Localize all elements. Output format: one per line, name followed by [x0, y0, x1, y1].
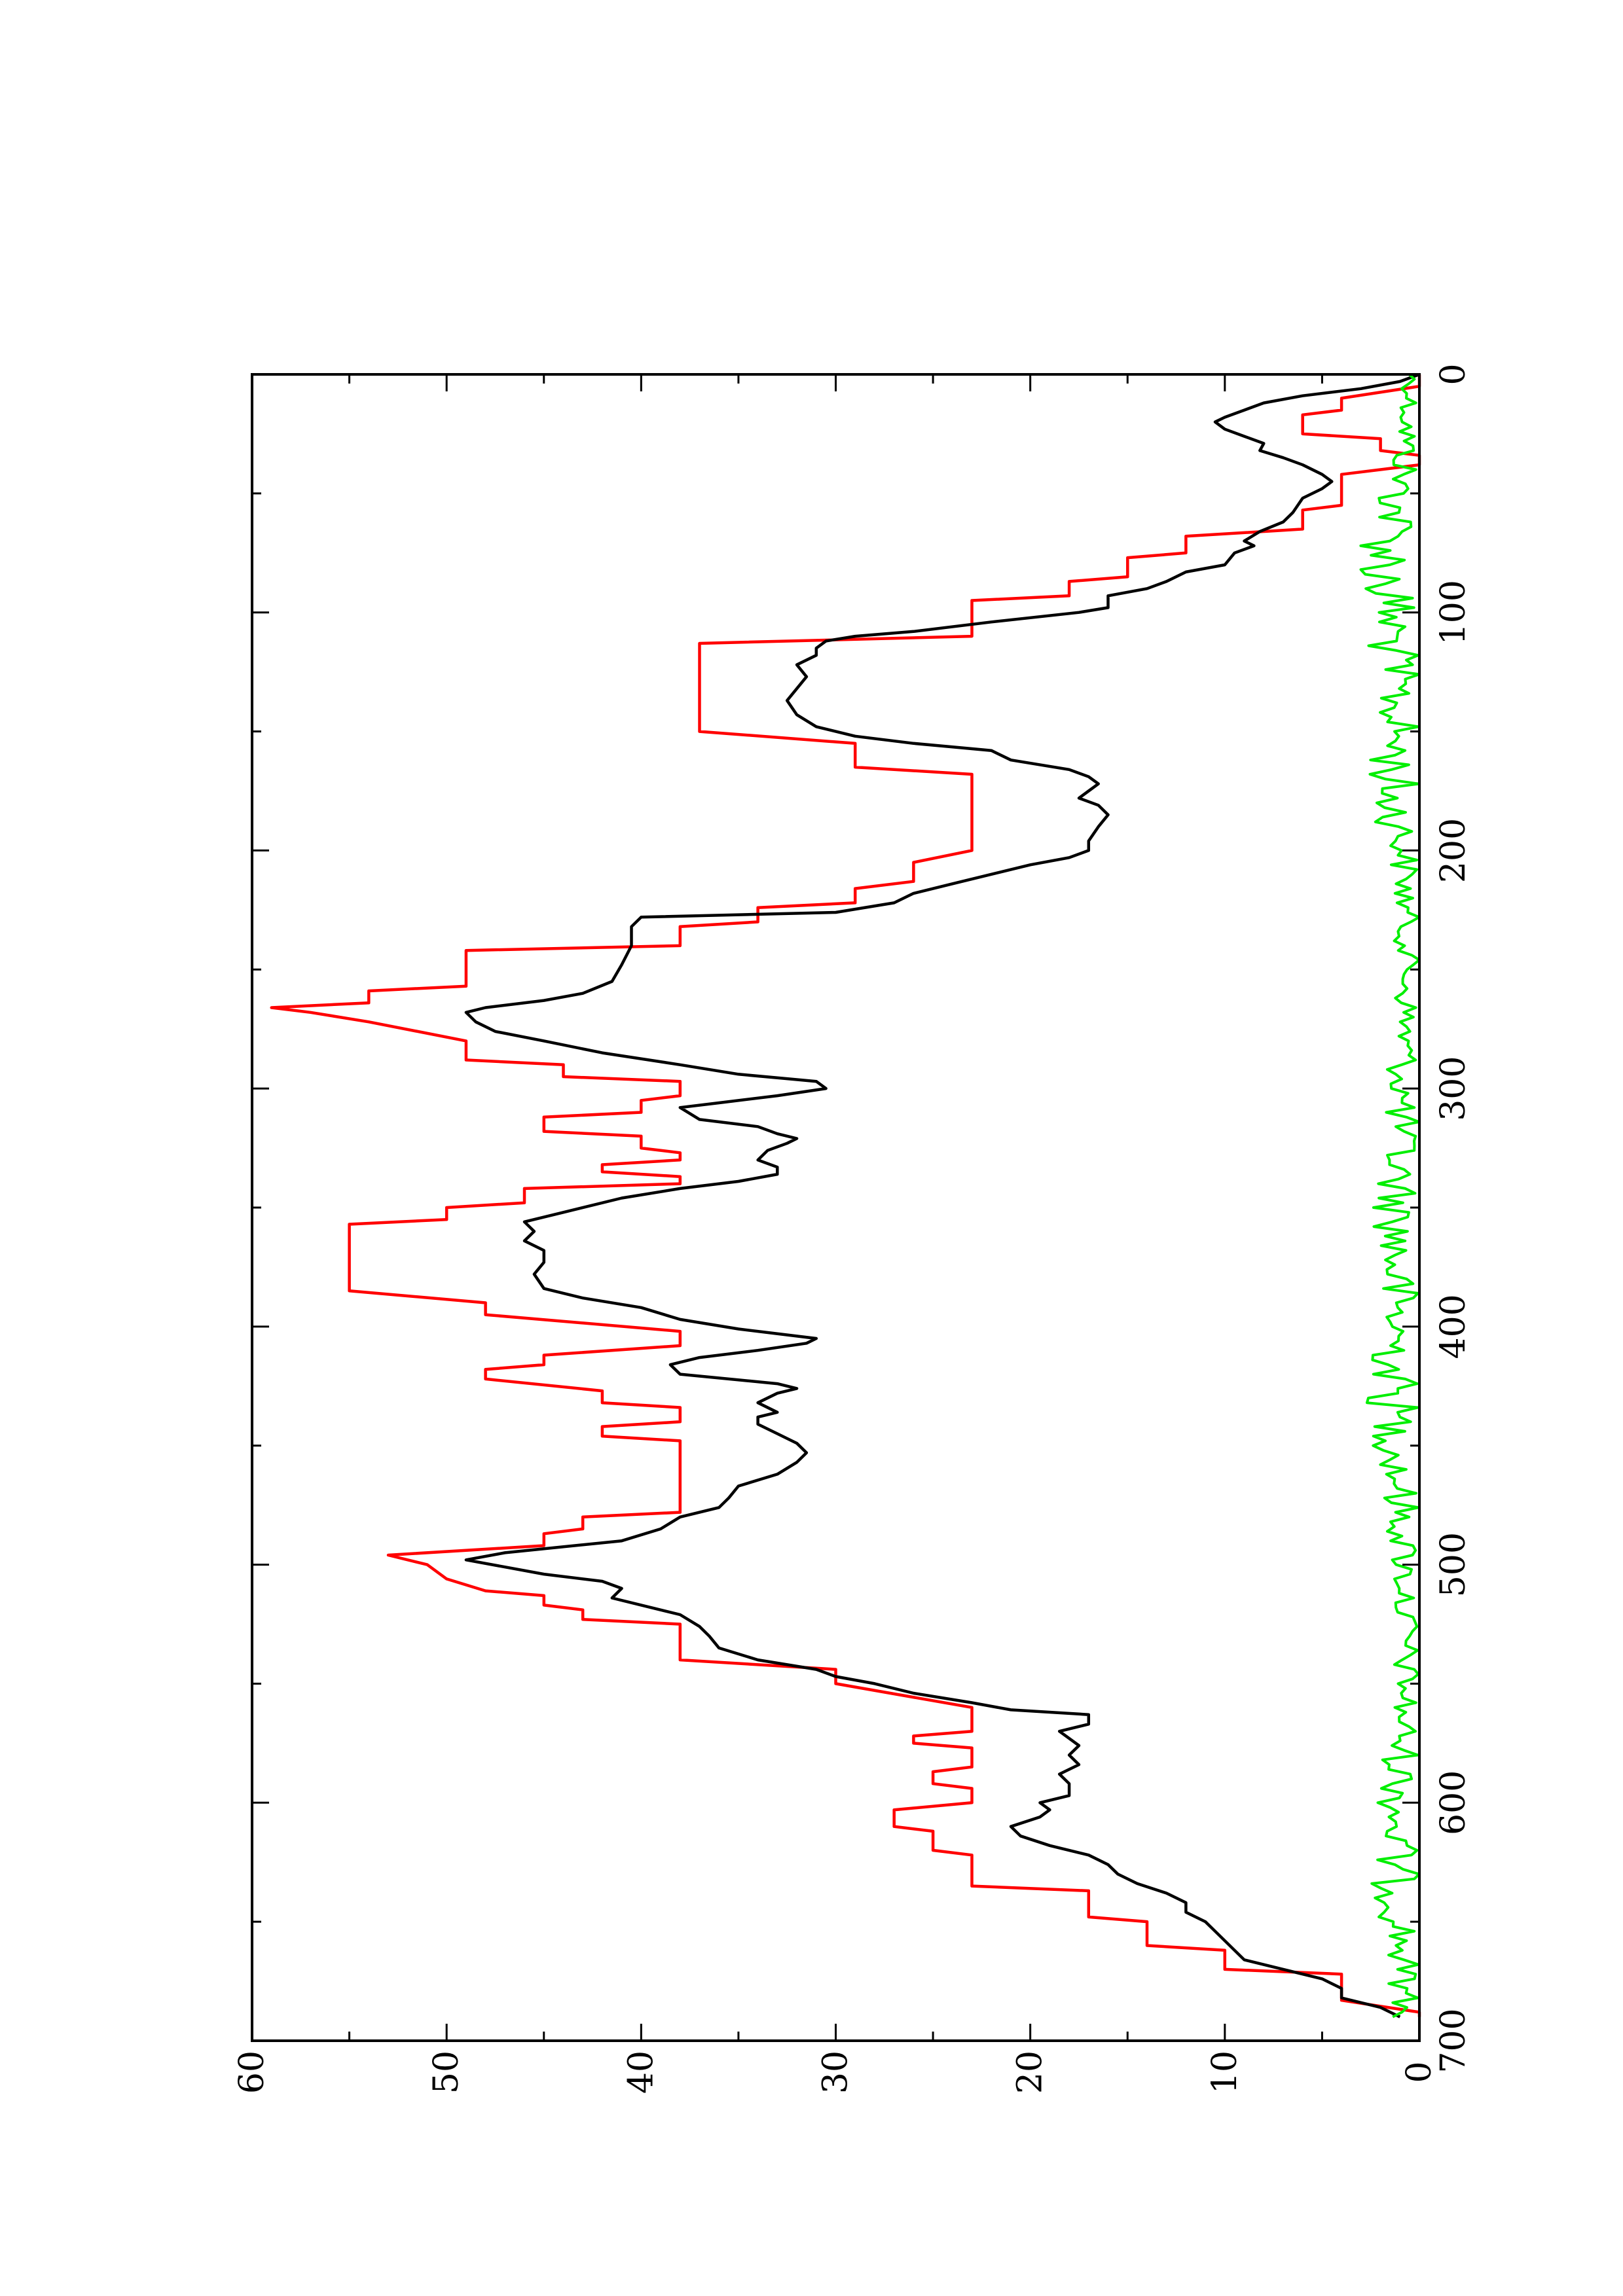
y-tick-label: 60 — [232, 2051, 272, 2094]
series-line — [270, 374, 1421, 2017]
x-tick-label: 400 — [1434, 1294, 1473, 1359]
plot-frame — [251, 373, 1421, 2042]
x-tick-label: 100 — [1434, 580, 1473, 645]
series-layer — [270, 372, 1421, 2018]
x-tick-label: 200 — [1434, 818, 1473, 883]
x-tick-label: 600 — [1434, 1770, 1473, 1835]
series-line — [1359, 373, 1421, 2018]
y-tick-label: 20 — [1011, 2051, 1050, 2094]
series-line — [464, 372, 1420, 2018]
x-tick-label: 700 — [1434, 2008, 1473, 2073]
y-tick-label: 10 — [1205, 2051, 1245, 2094]
x-tick-label: 500 — [1434, 1532, 1473, 1597]
y-tick-label: 30 — [816, 2051, 856, 2094]
y-tick-label: 50 — [427, 2051, 466, 2094]
x-tick-label: 0 — [1434, 363, 1473, 385]
x-tick-label: 300 — [1434, 1056, 1473, 1121]
y-tick-label: 0 — [1400, 2061, 1439, 2083]
y-tick-label: 40 — [621, 2051, 661, 2094]
